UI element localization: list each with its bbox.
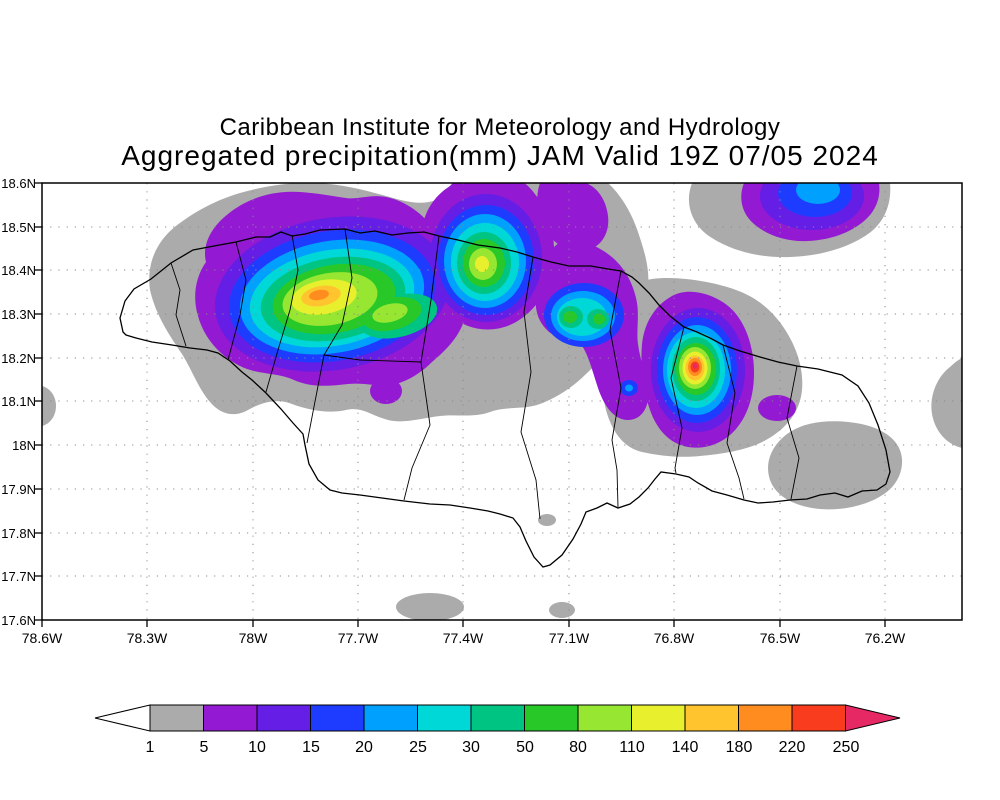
lon-tick-label: 78W: [239, 630, 269, 646]
colorbar-label: 250: [833, 739, 860, 756]
colorbar-segment: [310, 704, 365, 732]
lon-tick-label: 77.1W: [549, 630, 590, 646]
colorbar-right-arrow: [845, 704, 901, 732]
colorbar-labels: 1 5 10 15 20 25 30 50 80 110 140 180 220…: [146, 739, 860, 756]
lon-tick-label: 77.7W: [338, 630, 379, 646]
colorbar-segment: [363, 704, 418, 732]
colorbar-label: 1: [146, 739, 155, 756]
lat-tick-label: 18.4N: [1, 263, 36, 278]
precipitation-shading: [42, 183, 962, 620]
colorbar-label: 25: [409, 739, 427, 756]
colorbar-label: 140: [672, 739, 699, 756]
colorbar-label: 220: [779, 739, 806, 756]
azure-topright: [796, 183, 840, 204]
lat-tick-label: 18N: [12, 438, 36, 453]
colorbar-segment: [684, 704, 739, 732]
lon-axis-labels: 78.6W 78.3W 78W 77.7W 77.4W 77.1W 76.8W …: [22, 630, 906, 646]
lat-axis-labels: 18.6N 18.5N 18.4N 18.3N 18.2N 18.1N 18N …: [1, 176, 36, 628]
colorbar-left-arrow: [94, 704, 151, 732]
lon-tick-label: 76.2W: [865, 630, 906, 646]
colorbar-segment: [470, 704, 525, 732]
colorbar-label: 15: [302, 739, 320, 756]
green-central-spot-a: [563, 311, 577, 323]
colorbar-segment: [256, 704, 311, 732]
lon-tick-label: 78.3W: [127, 630, 168, 646]
lat-tick-label: 17.6N: [1, 613, 36, 628]
colorbar-segment: [631, 704, 686, 732]
yellow-north-central-core: [475, 256, 489, 272]
lon-tick-label: 76.8W: [654, 630, 695, 646]
purple-spot-east: [758, 395, 796, 421]
gray-region-southeast: [768, 421, 903, 510]
lon-tick-label: 77.4W: [443, 630, 484, 646]
lat-tick-label: 18.3N: [1, 307, 36, 322]
crimson-east-storm-peak: [692, 363, 698, 369]
lat-tick-label: 18.5N: [1, 220, 36, 235]
institute-title: Caribbean Institute for Meteorology and …: [219, 114, 781, 141]
colorbar-label: 20: [355, 739, 373, 756]
gray-blob-bottom-b: [549, 602, 575, 618]
lat-tick-label: 18.2N: [1, 351, 36, 366]
precip-layer-over-250mm: [692, 363, 698, 369]
lon-tick-label: 78.6W: [22, 630, 63, 646]
colorbar-segment: [524, 704, 579, 732]
gray-region-right-edge: [931, 358, 962, 448]
colorbar-label: 110: [619, 739, 645, 756]
colorbar-segment: [149, 704, 204, 732]
colorbar-label: 30: [462, 739, 480, 756]
lat-tick-label: 18.6N: [1, 176, 36, 191]
lon-tick-label: 76.5W: [760, 630, 801, 646]
colorbar-segment: [203, 704, 258, 732]
jamaica-coastline: [119, 228, 891, 568]
gray-blob-south-coast: [538, 514, 556, 526]
colorbar-label: 10: [248, 739, 266, 756]
parish-boundaries: [170, 228, 800, 520]
latlon-grid: [42, 183, 962, 620]
axis-ticks: [35, 182, 886, 627]
jamaica-basemap: [119, 228, 891, 568]
green-central-spot-b: [593, 313, 605, 325]
plot-title: Aggregated precipitation(mm) JAM Valid 1…: [121, 140, 879, 171]
orange-west-core: [309, 289, 329, 301]
ltgreen-west-east-lobe: [372, 303, 408, 323]
colorbar-label: 80: [569, 739, 587, 756]
precip-layer-180-220mm: [309, 289, 702, 376]
azure-dot-central: [625, 384, 633, 392]
colorbar-segment: [791, 704, 846, 732]
colorbar-segment: [417, 704, 472, 732]
gray-blob-bottom-a: [396, 593, 464, 620]
lat-tick-label: 17.8N: [1, 526, 36, 541]
colorbar-label: 180: [726, 739, 753, 756]
lat-tick-label: 17.9N: [1, 482, 36, 497]
purple-spot-west: [370, 378, 402, 404]
gray-region-left-edge: [42, 386, 56, 426]
colorbar-segment: [577, 704, 632, 732]
colorbar-segment: [738, 704, 793, 732]
lat-tick-label: 18.1N: [1, 394, 36, 409]
colorbar: [94, 704, 901, 732]
colorbar-label: 50: [516, 739, 534, 756]
lat-tick-label: 17.7N: [1, 569, 36, 584]
colorbar-label: 5: [200, 739, 209, 756]
purple-top-center: [537, 183, 609, 252]
